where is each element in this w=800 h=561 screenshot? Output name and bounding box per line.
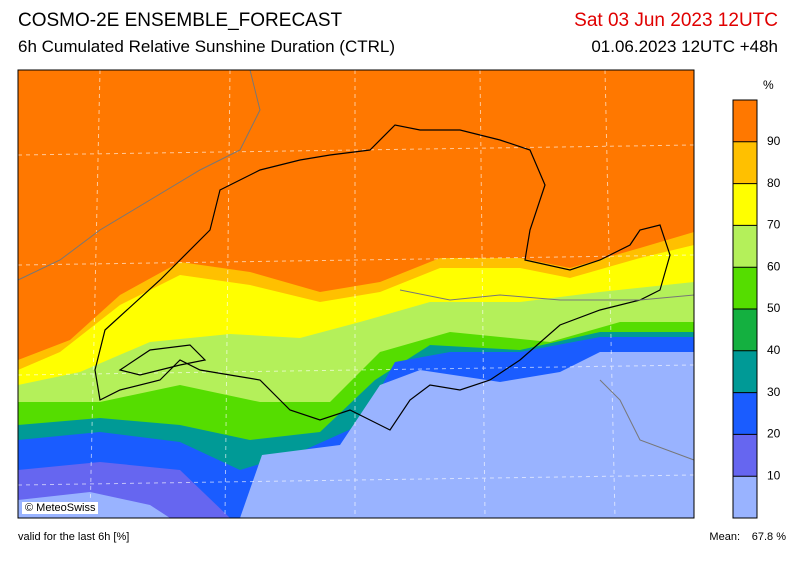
colorbar-tick-label: 70 [767,218,781,232]
run-time: 01.06.2023 12UTC +48h [591,37,778,56]
colorbar-band [733,225,757,268]
colorbar-band [733,100,757,142]
colorbar-band [733,350,757,393]
colorbar-tick-label: 20 [767,427,781,441]
colorbar-band [733,392,757,435]
mean-value: 67.8 % [751,531,786,543]
colorbar-tick-label: 40 [767,343,781,357]
title: COSMO-2E ENSEMBLE_FORECAST [18,10,343,31]
colorbar-unit: % [763,78,774,92]
colorbar-band [733,141,757,184]
graticule [17,69,695,519]
colorbar-tick-label: 30 [767,385,781,399]
colorbar-band [733,476,757,518]
colorbar-band [733,434,757,477]
footer-note: valid for the last 6h [%] [18,531,130,543]
colorbar-tick-label: 60 [767,259,781,273]
colorbar-tick-label: 80 [767,176,781,190]
valid-time: Sat 03 Jun 2023 12UTC [574,10,778,31]
copyright: © MeteoSwiss [22,502,99,514]
region-border [17,69,695,461]
colorbar-band [733,183,757,226]
country-border [94,124,671,431]
colorbar-band [733,309,757,351]
colorbar-tick-label: 50 [767,301,781,315]
mean-label: Mean: [709,531,740,543]
map-frame [17,69,695,519]
subtitle: 6h Cumulated Relative Sunshine Duration … [18,37,396,56]
colorbar-band [733,267,757,309]
colorbar-tick-label: 90 [767,134,781,148]
colorbar-tick-label: 10 [767,468,781,482]
